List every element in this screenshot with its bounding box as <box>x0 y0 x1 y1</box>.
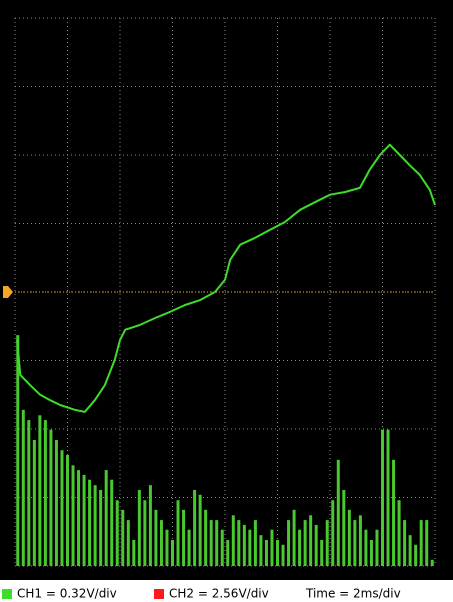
spectrum-bar <box>60 450 64 566</box>
spectrum-bar <box>104 470 108 566</box>
spectrum-bar <box>259 535 263 566</box>
spectrum-bar <box>165 529 169 566</box>
spectrum-bar <box>392 459 396 566</box>
legend-swatch <box>154 589 164 599</box>
spectrum-bar <box>276 539 279 566</box>
spectrum-bar <box>121 509 125 566</box>
spectrum-bar <box>215 520 219 566</box>
spectrum-bar <box>198 494 202 566</box>
legend-label: CH1 = 0.32V/div <box>17 587 117 601</box>
spectrum-bar <box>182 509 186 566</box>
spectrum-bar <box>331 500 335 566</box>
spectrum-bar <box>231 515 235 566</box>
spectrum-bar <box>115 500 119 566</box>
spectrum-bar <box>66 455 69 566</box>
spectrum-bar <box>77 470 81 566</box>
spectrum-bar <box>226 539 230 566</box>
spectrum-bar <box>126 520 130 566</box>
spectrum-bar <box>381 429 384 566</box>
spectrum-bar <box>414 544 418 566</box>
spectrum-bar <box>375 529 379 566</box>
legend-label: CH2 = 2.56V/div <box>169 587 269 601</box>
spectrum-bar <box>430 559 434 566</box>
spectrum-bar <box>403 520 407 566</box>
spectrum-bar <box>32 439 36 566</box>
spectrum-bar <box>242 524 246 566</box>
legend-swatch <box>2 589 12 599</box>
spectrum-bar <box>320 539 324 566</box>
time-label: Time = 2ms/div <box>305 587 401 601</box>
spectrum-bar <box>209 520 213 566</box>
trigger-marker <box>3 286 13 298</box>
spectrum-bar <box>132 539 136 566</box>
spectrum-bar <box>71 465 75 566</box>
spectrum-bar <box>204 509 208 566</box>
spectrum-bar <box>248 529 252 566</box>
spectrum-bar <box>336 459 340 566</box>
spectrum-bar <box>110 479 114 566</box>
spectrum-bar <box>314 524 318 566</box>
spectrum-bar <box>287 520 291 566</box>
spectrum-bar <box>43 420 47 566</box>
spectrum-bar <box>309 515 313 566</box>
spectrum-bar <box>408 535 412 566</box>
spectrum-bar <box>137 489 141 566</box>
spectrum-bar <box>148 485 152 566</box>
spectrum-bar <box>298 529 302 566</box>
spectrum-bar <box>82 474 86 566</box>
spectrum-bar <box>364 529 368 566</box>
spectrum-bar <box>99 489 103 566</box>
spectrum-bar <box>325 520 329 566</box>
spectrum-bar <box>347 509 351 566</box>
spectrum-bar <box>88 479 92 566</box>
spectrum-bar <box>93 485 97 566</box>
spectrum-bar <box>425 520 429 566</box>
spectrum-bar <box>27 420 31 566</box>
spectrum-bar <box>154 509 158 566</box>
spectrum-bar <box>54 439 58 566</box>
spectrum-bar <box>187 529 191 566</box>
spectrum-bar <box>171 539 174 566</box>
spectrum-bar <box>193 489 197 566</box>
spectrum-bar <box>358 515 362 566</box>
spectrum-bar <box>49 429 53 566</box>
spectrum-bar <box>270 529 274 566</box>
spectrum-bar <box>369 539 373 566</box>
spectrum-bar <box>143 500 147 566</box>
spectrum-bar <box>292 509 296 566</box>
spectrum-bar <box>21 409 25 566</box>
spectrum-bar <box>253 520 257 566</box>
spectrum-bar <box>397 500 401 566</box>
ch1-trace <box>16 143 436 413</box>
screen <box>0 0 453 580</box>
spectrum-bar <box>176 500 180 566</box>
spectrum-bar <box>38 415 42 566</box>
spectrum-bar <box>353 520 357 566</box>
status-bar <box>0 580 453 602</box>
spectrum-bar <box>419 520 423 566</box>
spectrum-bar <box>16 335 20 566</box>
spectrum-bar <box>342 489 346 566</box>
spectrum-bar <box>237 520 241 566</box>
spectrum-bar <box>303 520 307 566</box>
spectrum-bar <box>264 539 268 566</box>
spectrum-bar <box>386 429 390 566</box>
spectrum-bar <box>159 520 163 566</box>
spectrum-bar <box>281 544 285 566</box>
spectrum-bar <box>220 529 224 566</box>
